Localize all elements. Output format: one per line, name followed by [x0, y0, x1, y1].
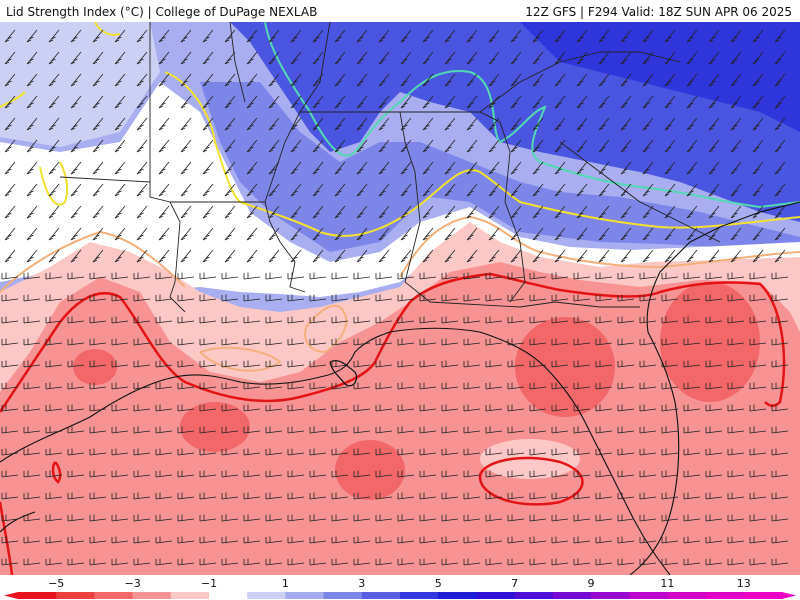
colorbar-cell: [476, 592, 516, 599]
colorbar-cell: [247, 592, 286, 599]
colorbar-cell: [591, 592, 630, 599]
colorbar-cell: [56, 592, 95, 599]
colorbar-label: 13: [737, 577, 751, 590]
colorbar-max-arrow: [782, 592, 796, 599]
colorbar-cell: [361, 592, 401, 599]
colorbar-cell: [743, 592, 783, 599]
colorbar-label: 5: [435, 577, 442, 590]
map-title: Lid Strength Index (°C) | College of DuP…: [6, 5, 318, 19]
colorbar-label: −1: [201, 577, 217, 590]
colorbar-cell: [170, 592, 210, 599]
colorbar-label: −3: [124, 577, 140, 590]
lid-strength-map: [0, 22, 800, 575]
lsi-field-high-9-plus: [520, 22, 800, 132]
colorbar-cells: [4, 592, 796, 599]
colorbar-cell: [552, 592, 592, 599]
wind-barb-grid: [1, 29, 789, 566]
wind-barbs: [1, 29, 789, 566]
colorbar-cell: [629, 592, 668, 599]
lsi-field-strong-negative-texas: [73, 349, 117, 385]
colorbar-cell: [400, 592, 439, 599]
map-panel: [0, 22, 800, 575]
header-bar: Lid Strength Index (°C) | College of DuP…: [0, 0, 800, 22]
colorbar-cell: [132, 592, 172, 599]
colorbar-label: 1: [282, 577, 289, 590]
lsi-field-strong-negative-gulf-central: [335, 440, 405, 500]
colorbar-label: 3: [358, 577, 365, 590]
colorbar-cell: [285, 592, 325, 599]
colorbar-label: 11: [660, 577, 674, 590]
colorbar-cell: [323, 592, 363, 599]
colorbar-label: 9: [588, 577, 595, 590]
colorbar-cell: [705, 592, 745, 599]
colorbar-labels: −5−3−113579111315: [48, 577, 751, 590]
colorbar-cell: [438, 592, 477, 599]
contour-1-line: [0, 22, 800, 237]
contour-minus3-line: [0, 272, 786, 575]
colorbar-cell: [514, 592, 554, 599]
lsi-field-near-zero: [0, 82, 800, 297]
lsi-field-strong-negative-florida: [515, 317, 615, 417]
colorbar-cell: [18, 592, 57, 599]
colorbar-label: 7: [511, 577, 518, 590]
contour-5-line: [264, 22, 800, 209]
mississippi-delta-coast: [329, 360, 358, 387]
colorbar: −5−3−113579111315: [4, 577, 796, 599]
colorbar-min-arrow: [4, 592, 18, 599]
lsi-field-low-1-to-3: [0, 22, 160, 147]
colorbar-cell: [94, 592, 134, 599]
lsi-field-strong-negative-gulf-west: [180, 402, 250, 452]
colorbar-label: −5: [48, 577, 64, 590]
colorbar-cell: [209, 592, 248, 599]
model-run-info: 12Z GFS | F294 Valid: 18Z SUN APR 06 202…: [525, 5, 792, 19]
colorbar-cell: [667, 592, 707, 599]
